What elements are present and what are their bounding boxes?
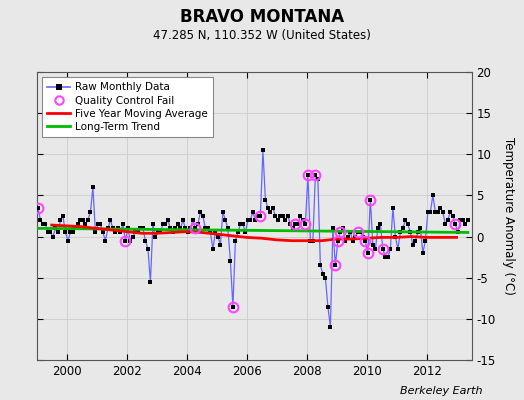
- Y-axis label: Temperature Anomaly (°C): Temperature Anomaly (°C): [502, 137, 515, 295]
- Text: 47.285 N, 110.352 W (United States): 47.285 N, 110.352 W (United States): [153, 29, 371, 42]
- Legend: Raw Monthly Data, Quality Control Fail, Five Year Moving Average, Long-Term Tren: Raw Monthly Data, Quality Control Fail, …: [42, 77, 213, 137]
- Text: Berkeley Earth: Berkeley Earth: [400, 386, 482, 396]
- Text: BRAVO MONTANA: BRAVO MONTANA: [180, 8, 344, 26]
